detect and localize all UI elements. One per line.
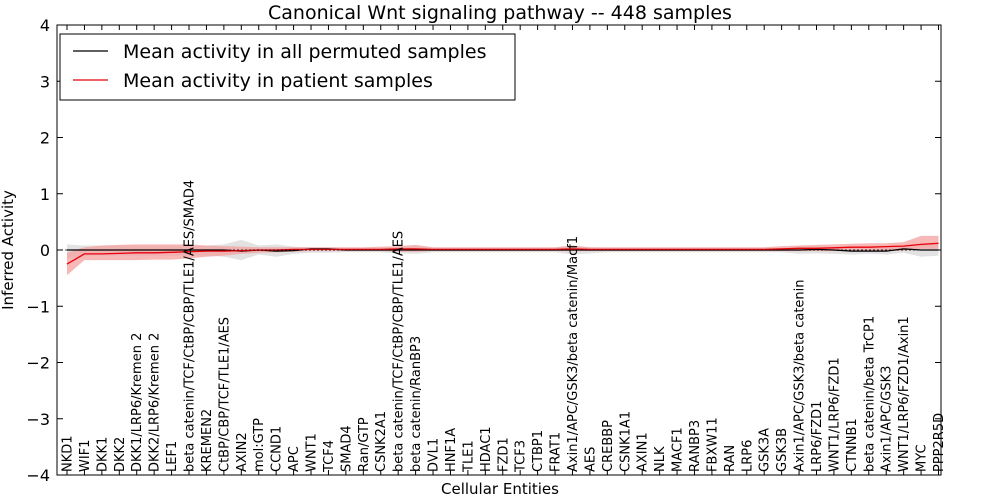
x-tick-label: CTNNB1	[845, 418, 860, 472]
x-tick-label: Axin1/APC/GSK3	[880, 366, 895, 472]
x-tick-label: WIF1	[78, 440, 93, 472]
x-tick-label: LRP6/FZD1	[810, 401, 825, 472]
x-tick-label: AXIN1	[636, 432, 651, 472]
x-tick-label: FZD1	[496, 437, 511, 472]
x-tick-label: beta catenin/TCF/CtBP/CBP/TLE1/AES	[392, 231, 407, 472]
y-tick-label: −1	[26, 297, 50, 316]
x-tick-label: CTBP1	[531, 430, 546, 472]
x-tick-label: DKK2	[113, 437, 128, 472]
x-tick-label: TLE1	[461, 440, 476, 473]
x-tick-label: PPP2R5D	[932, 413, 947, 472]
y-tick-label: 2	[40, 129, 50, 148]
x-tick-label: RANBP3	[688, 420, 703, 472]
legend-label-permuted: Mean activity in all permuted samples	[123, 41, 486, 63]
x-tick-label: WNT1/LRP6/FZD1/Axin1	[897, 316, 912, 472]
x-tick-label: DVL1	[427, 438, 442, 472]
series-lines	[57, 242, 941, 265]
y-tick-label: 4	[40, 16, 50, 35]
x-tick-label: LEF1	[165, 441, 180, 472]
line-series-1	[66, 242, 939, 265]
x-tick-label: WNT1	[305, 433, 320, 472]
chart-title: Canonical Wnt signaling pathway -- 448 s…	[268, 2, 732, 24]
x-tick-label: CCND1	[270, 426, 285, 472]
x-tick-label: FBXW11	[705, 417, 720, 472]
x-tick-label: APC	[287, 446, 302, 472]
x-tick-label: mol:GTP	[252, 418, 267, 472]
x-tick-label: HNF1A	[444, 428, 459, 472]
y-tick-label: −3	[26, 410, 50, 429]
x-tick-label: Axin1/APC/GSK3/beta catenin	[793, 279, 808, 472]
x-tick-label: Ran/GTP	[357, 417, 372, 472]
x-tick-label: DKK1/LRP6/Kremen 2	[130, 333, 145, 472]
x-axis-ticks: NKD1 WIF1 DKK1 DKK2 DKK1/LRP6/Kremen 2 DKK2/L…	[61, 25, 947, 475]
x-tick-label: TCF3	[514, 440, 529, 473]
x-tick-label: KREMEN2	[200, 409, 215, 472]
x-tick-label: NKD1	[61, 435, 76, 472]
legend-label-patient: Mean activity in patient samples	[123, 70, 433, 92]
x-tick-label: WNT1/LRP6/FZD1	[827, 357, 842, 472]
x-axis-label: Cellular Entities	[441, 480, 559, 498]
x-tick-label: AXIN2	[235, 432, 250, 472]
x-tick-label: CREBBP	[601, 420, 616, 472]
x-tick-label: AES	[583, 447, 598, 472]
x-tick-label: GSK3B	[775, 428, 790, 472]
y-tick-label: 3	[40, 72, 50, 91]
x-tick-label: HDAC1	[479, 426, 494, 472]
x-tick-label: CtBP/CBP/TCF/TLE1/AES	[217, 317, 232, 472]
plot-frame	[56, 24, 942, 476]
y-axis-label: Inferred Activity	[0, 190, 17, 310]
x-tick-label: CSNK2A1	[374, 411, 389, 472]
legend-box	[59, 33, 516, 101]
y-tick-label: 1	[40, 185, 50, 204]
x-tick-label: SMAD4	[339, 425, 354, 472]
x-tick-label: DKK1	[95, 437, 110, 472]
y-axis-ticks: −4 −3 −2 −1 0 1 2 3 4	[26, 16, 941, 485]
legend: Mean activity in all permuted samples Me…	[59, 33, 516, 101]
y-tick-label: −4	[26, 466, 50, 485]
x-tick-label: GSK3A	[758, 428, 773, 472]
x-tick-label: beta catenin/TCF/CtBP/CBP/TLE1/AES/SMAD4	[183, 180, 198, 472]
x-tick-label: TCF4	[322, 440, 337, 473]
x-tick-label: DKK2/LRP6/Kremen 2	[148, 333, 163, 472]
x-tick-label: MACF1	[671, 427, 686, 472]
x-tick-label: beta catenin/beta TrCP1	[862, 316, 877, 472]
x-tick-label: LRP6	[740, 440, 755, 472]
y-tick-label: −2	[26, 354, 50, 373]
x-tick-label: Axin1/APC/GSK3/beta catenin/Macf1	[566, 236, 581, 472]
y-tick-label: 0	[40, 241, 50, 260]
x-tick-label: MYC	[915, 444, 930, 472]
x-tick-label: NLK	[653, 446, 668, 472]
x-tick-label: CSNK1A1	[618, 411, 633, 472]
x-tick-label: beta catenin/RanBP3	[409, 336, 424, 472]
x-tick-label: RAN	[723, 445, 738, 472]
x-tick-label: FRAT1	[549, 432, 564, 472]
